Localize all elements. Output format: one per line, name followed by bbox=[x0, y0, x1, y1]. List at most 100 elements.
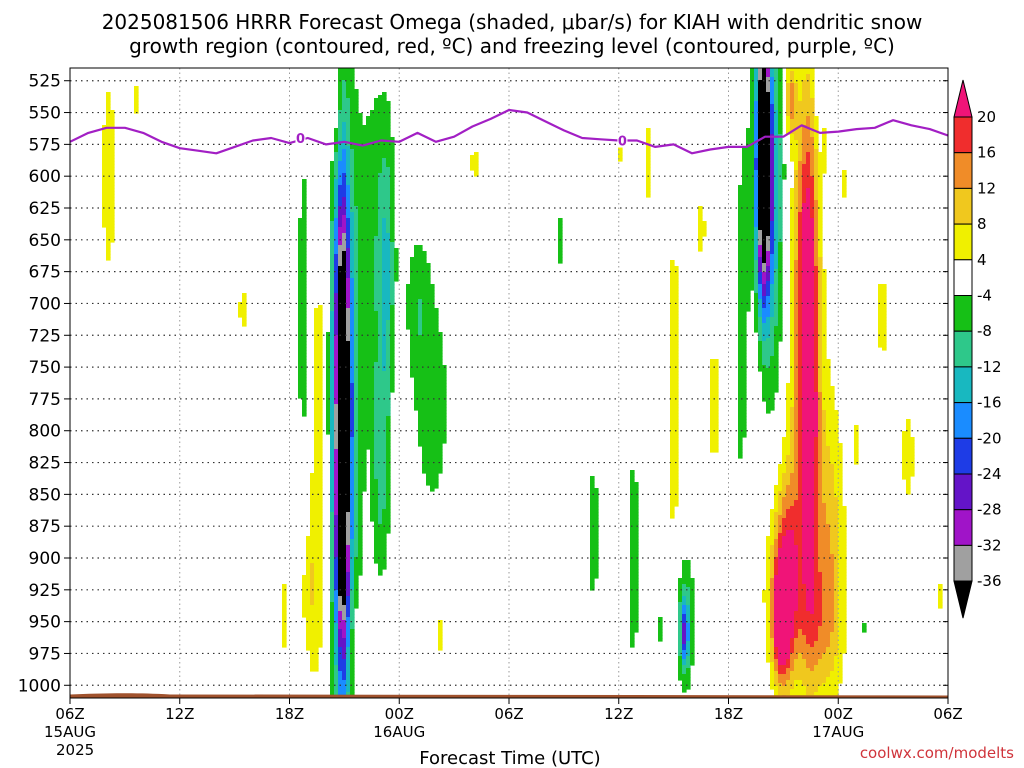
omega-cell bbox=[758, 158, 771, 162]
omega-cell bbox=[822, 392, 835, 396]
omega-cell bbox=[738, 383, 747, 387]
omega-cell bbox=[470, 164, 479, 168]
omega-cell bbox=[354, 242, 359, 246]
omega-cell bbox=[346, 134, 351, 138]
omega-cell bbox=[690, 623, 695, 627]
omega-cell bbox=[102, 182, 115, 186]
omega-cell bbox=[822, 332, 827, 336]
omega-cell bbox=[798, 452, 803, 456]
omega-cell bbox=[314, 569, 323, 573]
omega-cell bbox=[690, 647, 695, 651]
omega-cell bbox=[770, 215, 775, 219]
omega-cell bbox=[330, 341, 335, 345]
omega-cell bbox=[758, 77, 763, 81]
omega-cell bbox=[802, 371, 815, 375]
omega-cell bbox=[350, 593, 355, 597]
omega-cell bbox=[798, 485, 803, 489]
omega-cell bbox=[346, 614, 351, 618]
omega-cell bbox=[326, 395, 331, 399]
omega-cell bbox=[414, 401, 447, 405]
omega-cell bbox=[350, 128, 391, 132]
omega-cell bbox=[798, 389, 803, 393]
omega-cell bbox=[822, 137, 827, 141]
credit-text[interactable]: coolwx.com/modelts bbox=[860, 744, 1014, 762]
omega-cell bbox=[790, 434, 795, 438]
omega-cell bbox=[878, 320, 887, 324]
omega-cell bbox=[358, 524, 363, 528]
omega-cell bbox=[766, 572, 771, 576]
omega-cell bbox=[770, 617, 775, 621]
omega-cell bbox=[790, 638, 795, 642]
omega-cell bbox=[818, 227, 823, 231]
omega-cell bbox=[818, 539, 831, 543]
omega-cell bbox=[358, 440, 375, 444]
omega-cell bbox=[310, 590, 315, 594]
omega-cell bbox=[422, 455, 443, 459]
omega-cell bbox=[878, 308, 887, 312]
omega-cell bbox=[770, 218, 775, 222]
omega-cell bbox=[794, 347, 799, 351]
omega-cell bbox=[418, 323, 423, 327]
omega-cell bbox=[802, 140, 815, 144]
omega-cell bbox=[354, 245, 359, 249]
omega-cell bbox=[798, 254, 803, 258]
omega-cell bbox=[334, 674, 339, 678]
omega-cell bbox=[330, 173, 335, 177]
omega-cell bbox=[390, 335, 395, 339]
omega-cell bbox=[766, 605, 771, 609]
omega-cell bbox=[802, 269, 815, 273]
omega-cell bbox=[334, 404, 339, 408]
omega-cell bbox=[350, 197, 355, 201]
omega-cell bbox=[814, 347, 819, 351]
omega-cell bbox=[818, 350, 823, 354]
omega-cell bbox=[822, 587, 835, 591]
omega-cell bbox=[770, 302, 775, 306]
omega-cell bbox=[354, 482, 359, 486]
omega-cell bbox=[754, 242, 759, 246]
omega-cell bbox=[346, 122, 351, 126]
omega-cell bbox=[354, 341, 359, 345]
omega-cell bbox=[358, 416, 375, 420]
omega-cell bbox=[774, 335, 783, 339]
omega-cell bbox=[794, 341, 799, 345]
omega-cell bbox=[802, 401, 819, 405]
omega-cell bbox=[746, 134, 755, 138]
omega-cell bbox=[334, 194, 339, 198]
omega-cell bbox=[298, 338, 307, 342]
omega-cell bbox=[330, 314, 335, 318]
omega-cell bbox=[790, 101, 795, 105]
omega-cell bbox=[770, 74, 775, 78]
omega-cell bbox=[390, 374, 395, 378]
omega-cell bbox=[786, 89, 791, 93]
omega-cell bbox=[778, 275, 783, 279]
omega-cell bbox=[766, 338, 775, 342]
omega-cell bbox=[350, 620, 355, 624]
omega-cell bbox=[810, 170, 815, 174]
omega-cell bbox=[102, 137, 115, 141]
omega-cell bbox=[814, 272, 819, 276]
omega-cell bbox=[818, 533, 831, 537]
omega-cell bbox=[770, 170, 775, 174]
omega-cell bbox=[350, 449, 355, 453]
omega-cell bbox=[302, 599, 311, 603]
omega-cell bbox=[338, 122, 343, 126]
omega-cell bbox=[338, 509, 351, 513]
omega-cell bbox=[358, 281, 375, 285]
omega-cell bbox=[774, 683, 783, 687]
omega-cell bbox=[282, 608, 287, 612]
omega-cell bbox=[682, 617, 687, 621]
omega-cell bbox=[766, 80, 771, 84]
omega-cell bbox=[802, 209, 811, 213]
omega-cell bbox=[778, 284, 783, 288]
omega-cell bbox=[382, 266, 391, 270]
omega-cell bbox=[778, 476, 783, 480]
omega-cell bbox=[354, 260, 359, 264]
omega-cell bbox=[390, 233, 395, 237]
omega-cell bbox=[338, 629, 343, 633]
omega-cell bbox=[838, 647, 847, 651]
omega-cell bbox=[358, 521, 363, 525]
omega-cell bbox=[670, 311, 679, 315]
omega-cell bbox=[774, 542, 779, 546]
omega-cell bbox=[370, 458, 375, 462]
omega-cell bbox=[766, 626, 771, 630]
